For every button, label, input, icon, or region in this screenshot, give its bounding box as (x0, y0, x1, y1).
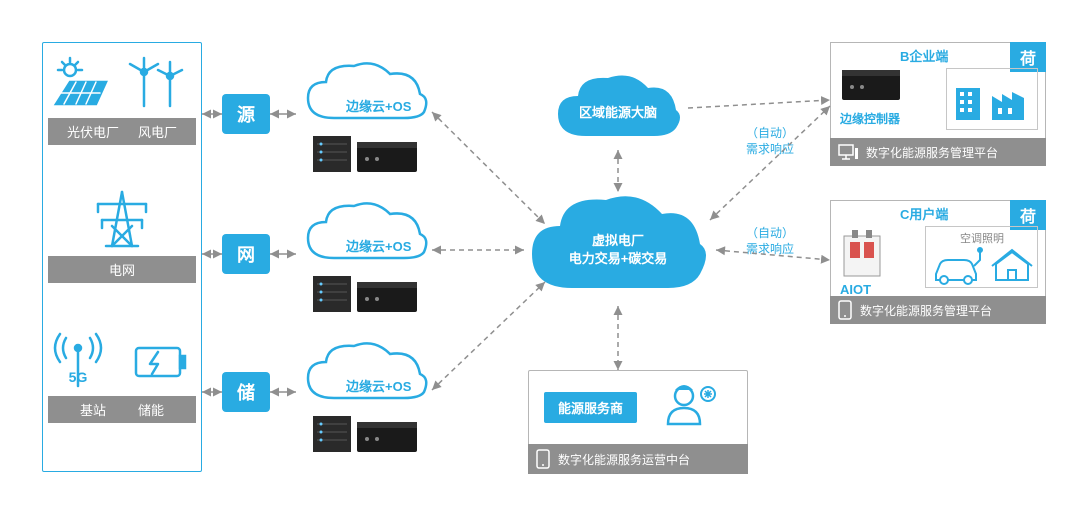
server-hardware-icon (311, 132, 421, 176)
aiot-label: AIOT (840, 282, 871, 297)
source-row-solar-wind: 光伏电厂风电厂 (48, 56, 196, 145)
service-platform-bar: 数字化能源服务运营中台 (528, 444, 748, 474)
right-b-platform-bar: 数字化能源服务管理平台 (830, 138, 1046, 166)
phone-icon (536, 449, 550, 469)
server-hardware-icon (311, 412, 421, 456)
edge-cloud-label: 边缘云+OS (346, 236, 411, 255)
source-row-grid: 电网 (48, 186, 196, 283)
breaker-icon (840, 228, 886, 280)
service-provider-label: 能源服务商 (544, 392, 637, 423)
server-hardware-icon (311, 272, 421, 316)
phone-icon (838, 300, 852, 320)
vpp-label: 虚拟电厂电力交易+碳交易 (520, 232, 716, 268)
tower-icon (48, 186, 196, 252)
source-row-2-label: 电网 (48, 256, 196, 283)
cat-tag-source: 源 (222, 94, 270, 134)
edge-controller-label: 边缘控制器 (840, 110, 900, 127)
right-c-title: C用户端 (900, 204, 948, 223)
monitor-icon (838, 144, 858, 160)
edge-cloud-label: 边缘云+OS (346, 376, 411, 395)
edge-cloud-label: 边缘云+OS (346, 96, 411, 115)
edge-controller-icon (840, 68, 904, 108)
annotation-auto-response-1: （自动）需求响应 (746, 126, 794, 157)
building-factory-icon (952, 80, 1032, 124)
worker-icon (660, 380, 724, 430)
car-home-icon (930, 246, 1036, 286)
vpp-cloud: 虚拟电厂电力交易+碳交易 (520, 188, 716, 308)
cat-tag-storage: 储 (222, 372, 270, 412)
source-row-1-label: 光伏电厂风电厂 (48, 118, 196, 145)
right-c-inner-label: 空调照明 (960, 230, 1004, 246)
cat-tag-grid: 网 (222, 234, 270, 274)
svg-text:5G: 5G (69, 369, 88, 385)
source-row-3-label: 基站储能 (48, 396, 196, 423)
region-brain-label: 区域能源大脑 (548, 104, 688, 122)
solar-wind-icon (48, 56, 196, 114)
region-brain-cloud: 区域能源大脑 (548, 70, 688, 150)
base-battery-icon: 5G (48, 330, 196, 392)
right-c-platform-bar: 数字化能源服务管理平台 (830, 296, 1046, 324)
right-b-title: B企业端 (900, 46, 948, 65)
annotation-auto-response-2: （自动）需求响应 (746, 226, 794, 257)
edge-cloud-2: 边缘云+OS (296, 196, 436, 316)
edge-cloud-1: 边缘云+OS (296, 56, 436, 176)
edge-cloud-3: 边缘云+OS (296, 336, 436, 456)
source-row-base-storage: 5G 基站储能 (48, 330, 196, 423)
